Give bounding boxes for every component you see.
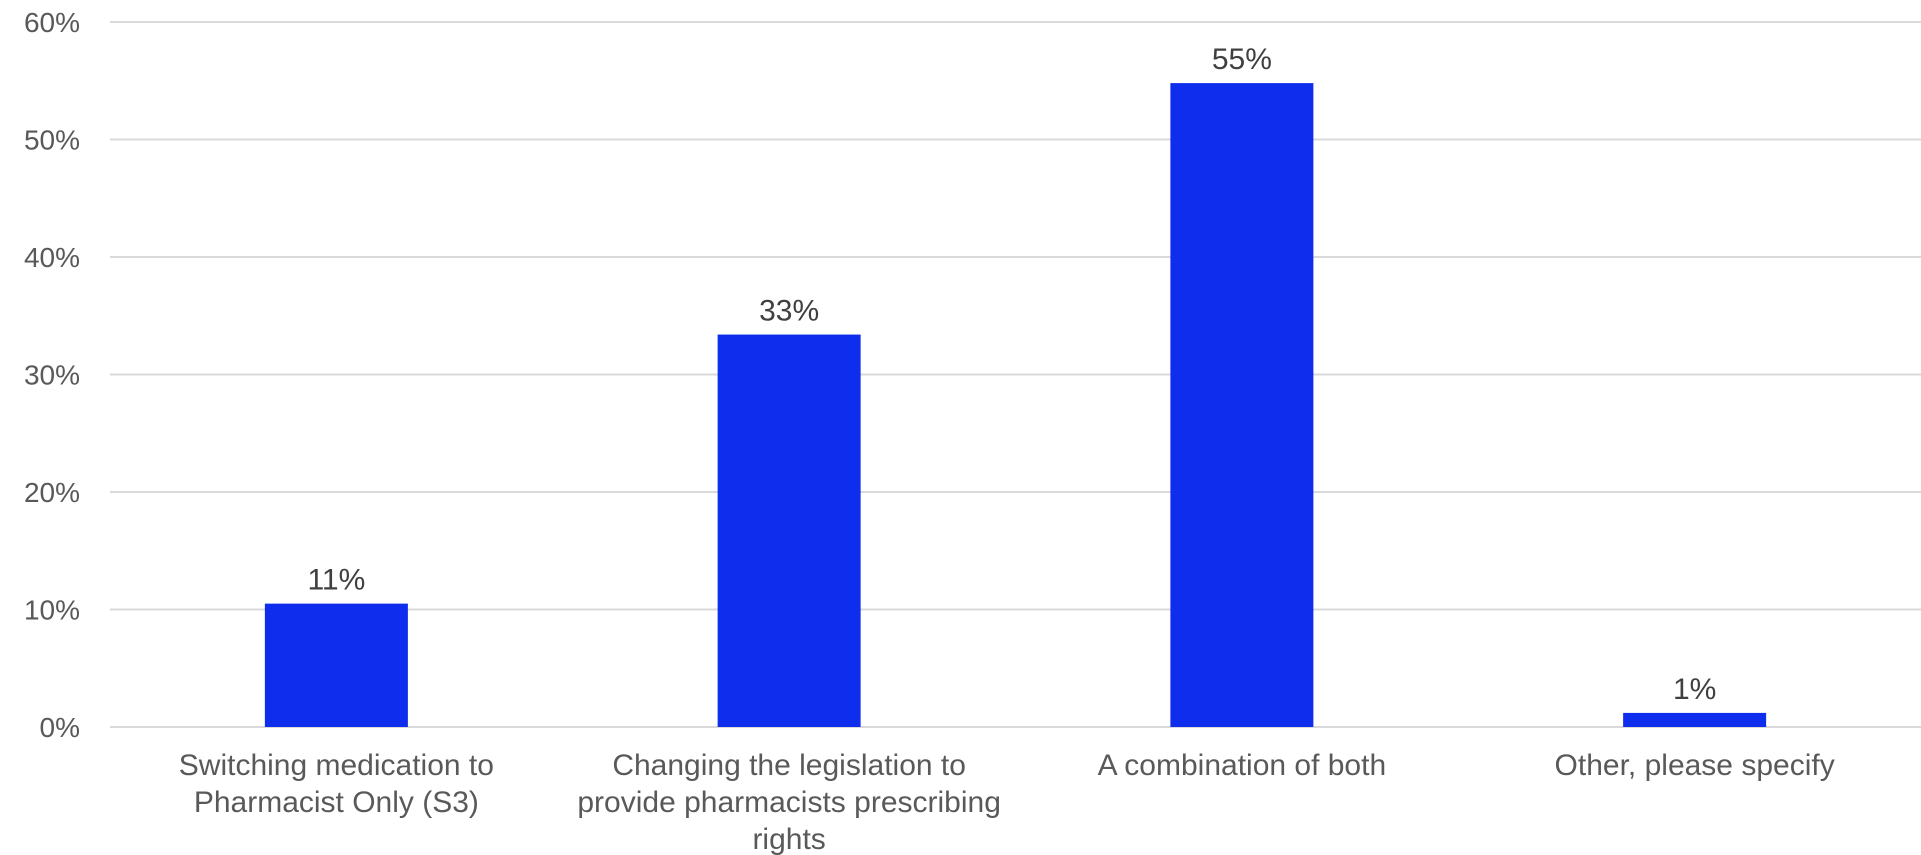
y-axis-tick-labels: 0% 10% 20% 30% 40% 50% 60% — [24, 7, 80, 743]
data-label: 1% — [1673, 673, 1716, 706]
bars — [264, 83, 1767, 728]
category-label: Switching medication to Pharmacist Only (… — [179, 749, 494, 819]
category-label-line: Other, please specify — [1555, 749, 1835, 782]
bar — [1623, 712, 1767, 727]
y-tick-label: 10% — [24, 595, 80, 626]
y-tick-label: 50% — [24, 125, 80, 156]
category-label: A combination of both — [1098, 749, 1387, 782]
y-tick-label: 60% — [24, 7, 80, 38]
bar — [264, 603, 408, 727]
x-axis-category-labels: Switching medication to Pharmacist Only (… — [179, 749, 1835, 855]
y-tick-label: 20% — [24, 477, 80, 508]
data-label: 11% — [307, 564, 365, 597]
category-label-line: Pharmacist Only (S3) — [194, 786, 479, 819]
bar — [717, 334, 861, 727]
category-label-line: Changing the legislation to — [612, 749, 966, 782]
y-tick-label: 30% — [24, 360, 80, 391]
data-label: 33% — [759, 295, 819, 328]
bar — [1170, 83, 1314, 728]
gridlines — [110, 21, 1921, 728]
category-label-line: A combination of both — [1098, 749, 1387, 782]
category-label: Changing the legislation to provide pharm… — [577, 749, 1001, 855]
category-label-line: Switching medication to — [179, 749, 494, 782]
category-label: Other, please specify — [1555, 749, 1835, 782]
y-tick-label: 40% — [24, 242, 80, 273]
data-labels: 11% 33% 55% 1% — [307, 43, 1716, 706]
category-label-line: rights — [752, 823, 825, 855]
data-label: 55% — [1212, 43, 1272, 76]
y-tick-label: 0% — [40, 712, 80, 743]
category-label-line: provide pharmacists prescribing — [577, 786, 1001, 819]
